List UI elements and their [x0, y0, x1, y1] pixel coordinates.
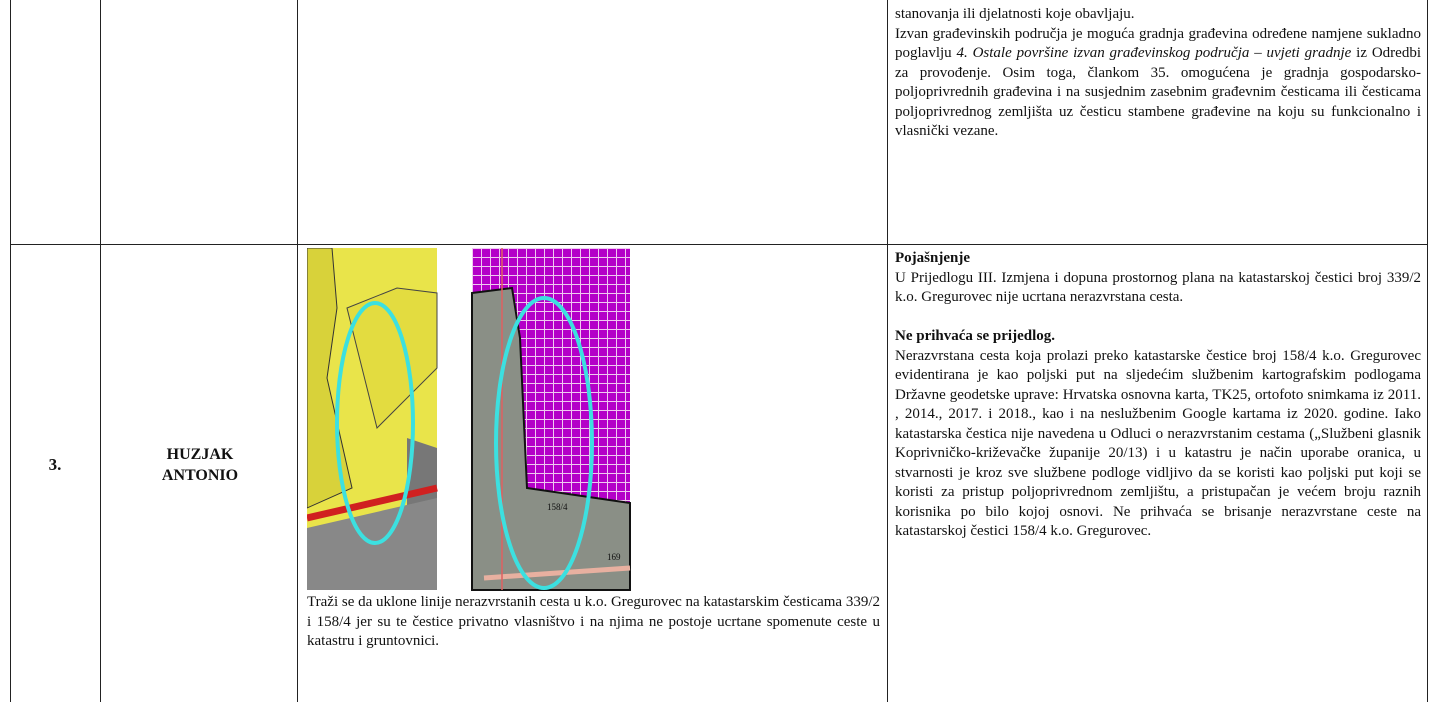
heading: Pojašnjenje [895, 250, 970, 266]
map-label: 169 [607, 552, 621, 562]
paragraph: stanovanja ili djelatnosti koje obavljaj… [895, 6, 1135, 22]
request: Traži se da uklone linije nerazvrstanih … [307, 594, 881, 649]
map-images: 158/4 169 [307, 248, 631, 591]
decision: Ne prihvaća se prijedlog. [895, 328, 1055, 344]
map-left [307, 248, 438, 590]
border [10, 0, 11, 702]
paragraph: Izvan građevinskih područja je moguća gr… [895, 25, 1421, 142]
text: Izvan građevinskih područja je moguća gr… [895, 25, 1421, 62]
border [297, 0, 298, 702]
border [1427, 0, 1428, 702]
remarks: stanovanja ili djelatnosti koje obavljaj… [895, 5, 1421, 142]
border [887, 0, 888, 702]
paragraph: Nerazvrstana cesta koja prolazi preko ka… [895, 347, 1421, 540]
text: iz Odredbi za provođenje. Osim toga, čla… [895, 45, 1421, 139]
border [100, 0, 101, 702]
row-number: 3. [48, 455, 62, 474]
spacer [895, 308, 1421, 328]
person-name: HUZJAK ANTONIO [161, 446, 239, 484]
map-label: 158/4 [547, 502, 568, 512]
map-right: 158/4 169 [471, 248, 631, 591]
paragraph: U Prijedlogu III. Izmjena i dopuna prost… [895, 269, 1421, 306]
italic-text: 4. Ostale površine izvan građevinskog po… [956, 45, 1352, 61]
explanation: Pojašnjenje U Prijedlogu III. Izmjena i … [895, 249, 1421, 542]
border [10, 244, 1428, 245]
